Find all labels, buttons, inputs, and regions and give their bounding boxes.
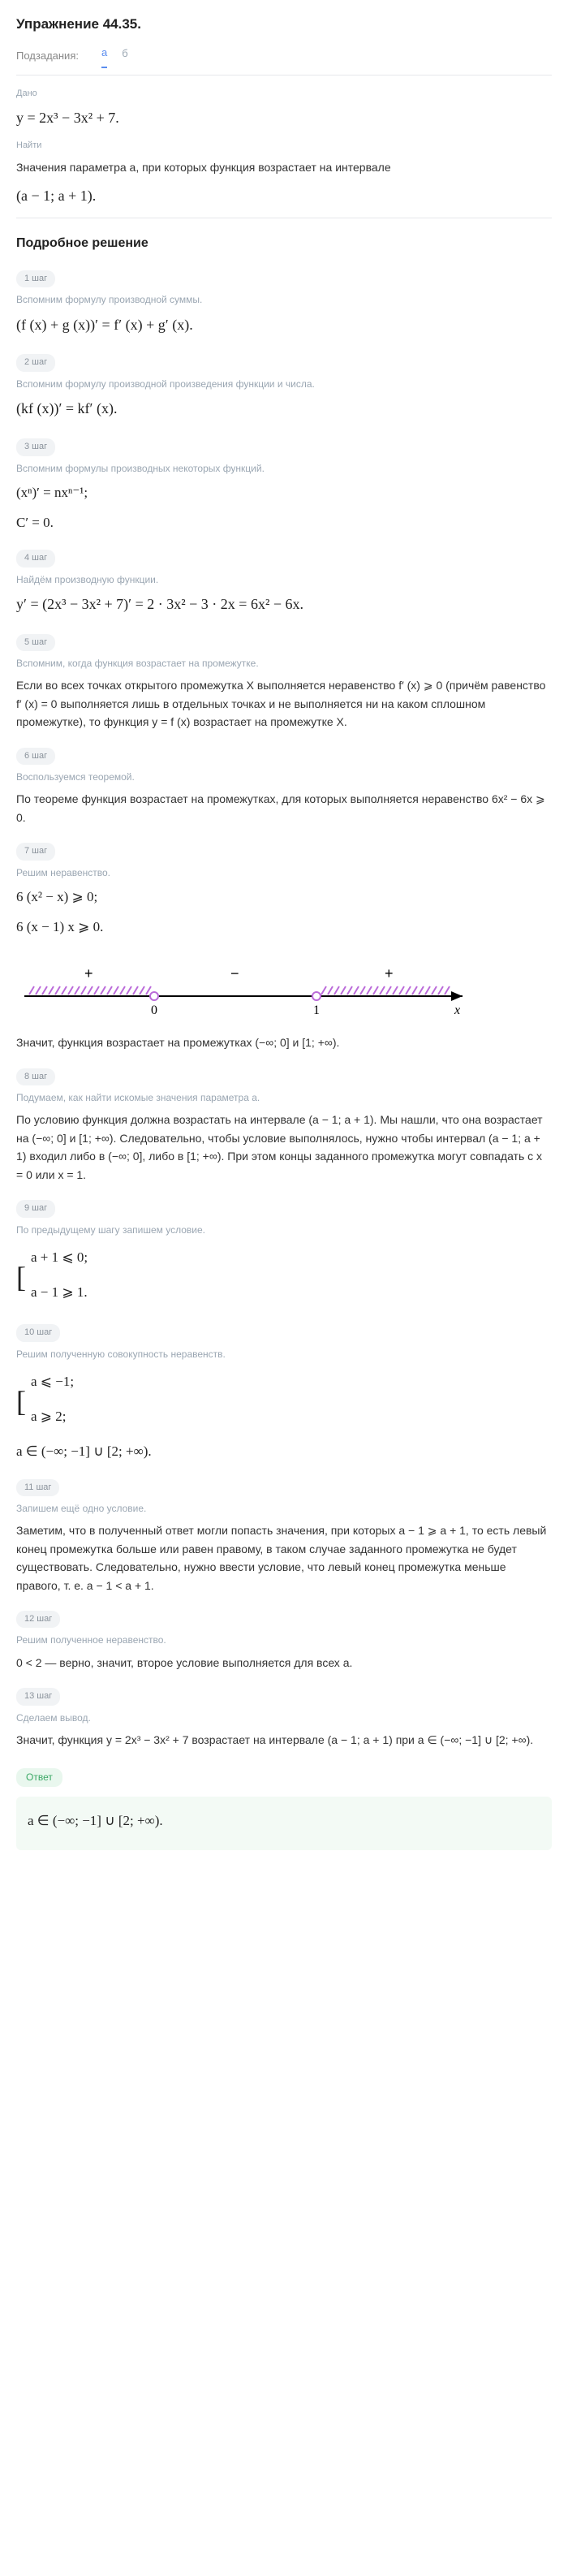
answer-pill: Ответ (16, 1768, 62, 1787)
given-label: Дано (16, 87, 552, 101)
svg-text:0: 0 (151, 1003, 157, 1017)
step-10-pill: 10 шаг (16, 1324, 60, 1342)
subtabs-row: Подзадания: а б (16, 45, 552, 68)
svg-text:x: x (454, 1003, 460, 1017)
answer-box: a ∈ (−∞; −1] ∪ [2; +∞). (16, 1797, 552, 1849)
step-1-formula: (f (x) + g (x))′ = f′ (x) + g′ (x). (16, 313, 552, 337)
step-10-desc: Решим полученную совокупность неравенств… (16, 1347, 552, 1362)
step-13-pill: 13 шаг (16, 1688, 60, 1706)
step-4-desc: Найдём производную функции. (16, 572, 552, 588)
step-4-formula: y′ = (2x³ − 3x² + 7)′ = 2 · 3x² − 3 · 2x… (16, 593, 552, 616)
step-11-text: Заметим, что в полученный ответ могли по… (16, 1521, 552, 1594)
step-8-desc: Подумаем, как найти искомые значения пар… (16, 1090, 552, 1106)
divider (16, 75, 552, 76)
svg-text:1: 1 (313, 1003, 320, 1017)
step-10-line2: a ⩾ 2; (31, 1405, 74, 1427)
step-7-formula1: 6 (x² − x) ⩾ 0; (16, 886, 552, 908)
tab-a[interactable]: а (101, 45, 107, 68)
step-5-text: Если во всех точках открытого промежутка… (16, 676, 552, 731)
step-1-desc: Вспомним формулу производной суммы. (16, 292, 552, 308)
tab-b[interactable]: б (122, 45, 127, 67)
step-3-formula2: C′ = 0. (16, 511, 552, 533)
bracket-icon: [ (16, 1266, 26, 1288)
step-7-desc: Решим неравенство. (16, 865, 552, 881)
find-interval: (a − 1; a + 1). (16, 184, 552, 208)
step-11-pill: 11 шаг (16, 1479, 59, 1497)
step-12-pill: 12 шаг (16, 1611, 60, 1629)
step-8-pill: 8 шаг (16, 1068, 55, 1086)
step-4-pill: 4 шаг (16, 550, 55, 567)
step-2-desc: Вспомним формулу производной произведени… (16, 377, 552, 392)
answer-text: a ∈ (−∞; −1] ∪ [2; +∞). (28, 1810, 540, 1832)
step-11-desc: Запишем ещё одно условие. (16, 1501, 552, 1517)
step-7-conclusion: Значит, функция возрастает на промежутка… (16, 1033, 552, 1051)
step-7-pill: 7 шаг (16, 843, 55, 861)
step-10-line1: a ⩽ −1; (31, 1370, 74, 1392)
step-9-desc: По предыдущему шагу запишем условие. (16, 1223, 552, 1238)
number-line-chart: 0 1 x + − + (16, 949, 471, 1022)
exercise-title: Упражнение 44.35. (16, 13, 552, 35)
subtabs-label: Подзадания: (16, 48, 79, 65)
step-13-desc: Сделаем вывод. (16, 1711, 552, 1726)
given-formula: y = 2x³ − 3x² + 7. (16, 106, 552, 130)
svg-text:+: + (385, 965, 394, 982)
find-text: Значения параметра a, при которых функци… (16, 158, 552, 176)
find-label: Найти (16, 139, 552, 153)
step-13-text: Значит, функция y = 2x³ − 3x² + 7 возрас… (16, 1731, 552, 1749)
step-8-text: По условию функция должна возрастать на … (16, 1111, 552, 1184)
step-5-desc: Вспомним, когда функция возрастает на пр… (16, 656, 552, 671)
step-10-bracket: [ a ⩽ −1; a ⩾ 2; (16, 1367, 552, 1435)
step-6-desc: Воспользуемся теоремой. (16, 770, 552, 785)
step-7-formula2: 6 (x − 1) x ⩾ 0. (16, 916, 552, 938)
bracket-icon: [ (16, 1390, 26, 1413)
step-9-line2: a − 1 ⩾ 1. (31, 1281, 88, 1303)
step-9-line1: a + 1 ⩽ 0; (31, 1246, 88, 1268)
step-1-pill: 1 шаг (16, 270, 55, 288)
step-2-pill: 2 шаг (16, 354, 55, 372)
step-12-text: 0 < 2 — верно, значит, второе условие вы… (16, 1654, 552, 1672)
step-3-pill: 3 шаг (16, 438, 55, 456)
step-3-desc: Вспомним формулы производных некоторых ф… (16, 461, 552, 477)
step-12-desc: Решим полученное неравенство. (16, 1633, 552, 1648)
step-6-text: По теореме функция возрастает на промежу… (16, 790, 552, 826)
step-6-pill: 6 шаг (16, 748, 55, 766)
step-5-pill: 5 шаг (16, 634, 55, 652)
step-9-bracket: [ a + 1 ⩽ 0; a − 1 ⩾ 1. (16, 1243, 552, 1311)
svg-text:−: − (230, 965, 239, 982)
step-2-formula: (kf (x))′ = kf′ (x). (16, 397, 552, 421)
step-10-result: a ∈ (−∞; −1] ∪ [2; +∞). (16, 1440, 552, 1462)
solution-title: Подробное решение (16, 233, 552, 254)
svg-text:+: + (84, 965, 93, 982)
step-9-pill: 9 шаг (16, 1200, 55, 1218)
step-3-formula1: (xⁿ)′ = nxⁿ⁻¹; (16, 481, 552, 503)
